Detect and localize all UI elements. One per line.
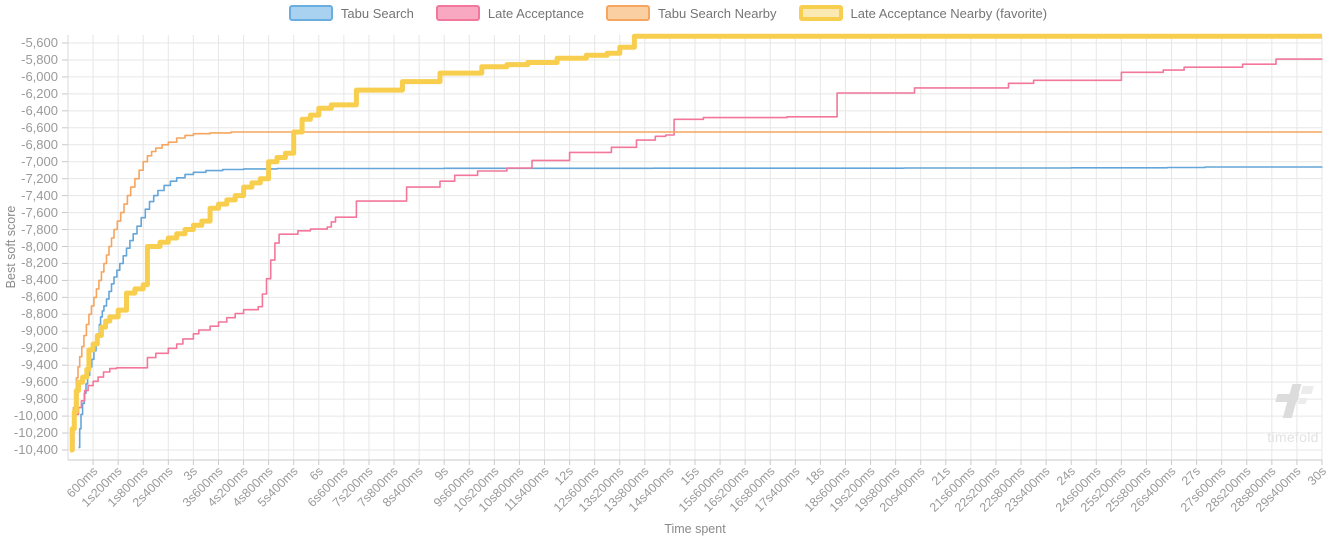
legend-swatch-icon (798, 5, 843, 21)
y-tick-label: -9,800 (21, 391, 58, 407)
series-line-late-acceptance (72, 58, 1323, 451)
y-tick-label: -8,800 (21, 306, 58, 322)
legend-swatch-icon (606, 5, 651, 21)
legend-label: Tabu Search (340, 5, 414, 21)
chart-legend: Tabu Search Late Acceptance Tabu Search Ne… (0, 5, 1336, 21)
y-tick-label: -10,400 (13, 442, 58, 457)
legend-label: Late Acceptance (487, 5, 585, 21)
legend-swatch-icon (435, 5, 480, 21)
y-tick-label: -7,000 (21, 153, 58, 169)
y-tick-label: -5,800 (21, 51, 58, 67)
y-tick-label: -10,000 (13, 408, 58, 424)
legend-item-late-acceptance[interactable]: Late Acceptance (435, 5, 585, 21)
y-tick-label: -7,400 (21, 187, 58, 203)
y-tick-label: -6,200 (21, 85, 58, 101)
series-line-tabu-search (78, 166, 1323, 449)
y-tick-label: -7,800 (21, 221, 58, 237)
legend-swatch-icon (288, 5, 333, 21)
y-tick-label: -7,600 (21, 204, 58, 220)
series-line-late-acceptance-nearby-favorite (69, 33, 1322, 453)
y-tick-label: -6,000 (21, 68, 58, 84)
legend-item-late-acceptance-nearby-favorite[interactable]: Late Acceptance Nearby (favorite) (798, 5, 1048, 21)
legend-item-tabu-search-nearby[interactable]: Tabu Search Nearby (606, 5, 777, 21)
legend-label: Tabu Search Nearby (658, 5, 777, 21)
y-tick-label: -8,000 (21, 238, 58, 254)
y-tick-label: -6,400 (21, 102, 58, 118)
y-tick-label: -9,000 (21, 323, 58, 339)
y-tick-label: -8,600 (21, 289, 58, 305)
y-tick-label: -9,400 (21, 357, 58, 373)
y-tick-label: -8,200 (21, 255, 58, 271)
y-tick-label: -7,200 (21, 170, 58, 186)
y-tick-label: -6,600 (21, 119, 58, 135)
y-axis-title: Best soft score (4, 205, 18, 289)
y-tick-label: -10,200 (13, 425, 58, 441)
x-axis-title: Time spent (664, 522, 726, 536)
series-line-tabu-search-nearby (71, 131, 1322, 447)
legend-item-tabu-search[interactable]: Tabu Search (288, 5, 414, 21)
y-tick-label: -8,400 (21, 272, 58, 288)
y-tick-label: -5,600 (21, 35, 58, 50)
y-tick-label: -9,600 (21, 374, 58, 390)
y-tick-label: -9,200 (21, 340, 58, 356)
y-tick-label: -6,800 (21, 136, 58, 152)
legend-label: Late Acceptance Nearby (favorite) (850, 5, 1048, 21)
